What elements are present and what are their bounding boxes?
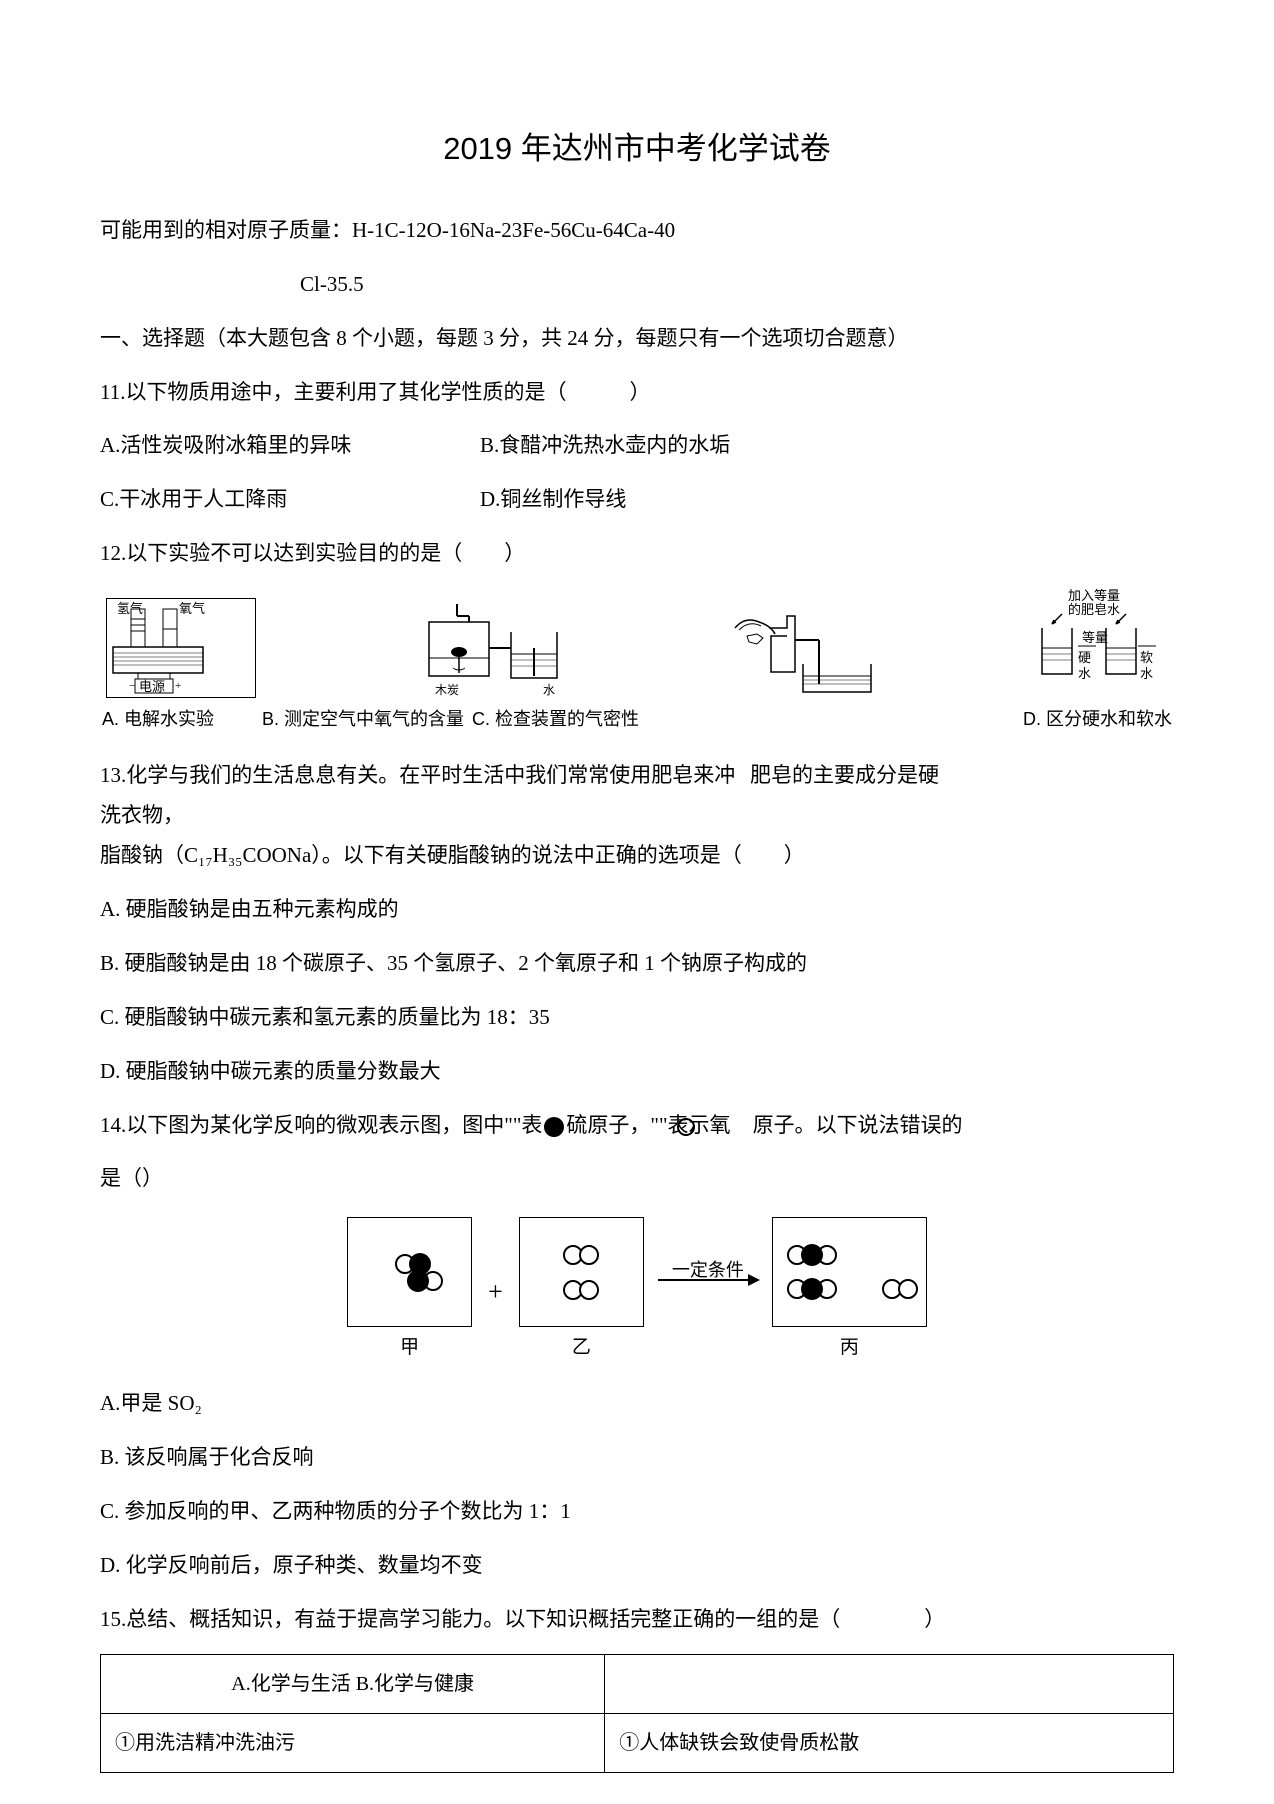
q14-option-b: B. 该反响属于化合反响 xyxy=(100,1438,1174,1478)
q12-captions: A. 电解水实验 B. 测定空气中氧气的含量 C. 检查装置的气密性 D. 区分… xyxy=(100,702,1174,736)
q13-stem-right: 肥皂的主要成分是硬 xyxy=(750,756,1174,836)
table-row: ①用洗洁精冲洗油污 ①人体缺铁会致使骨质松散 xyxy=(101,1713,1174,1772)
label-water2: 水 xyxy=(1140,666,1153,681)
label-soap-water: 的肥皂水 xyxy=(1068,602,1120,617)
section-header: 一、选择题（本大题包含 8 个小题，每题 3 分，共 24 分，每题只有一个选项… xyxy=(100,319,1174,359)
q14-reaction-diagram: 甲 + 乙 一定条件 xyxy=(100,1217,1174,1366)
sulfur-atom-icon xyxy=(544,1117,564,1137)
caption-b: B. 测定空气中氧气的含量 xyxy=(262,702,472,736)
q14-stem: 14.以下图为某化学反响的微观表示图，图中""表硫原子，""表示氧原子。以下说法… xyxy=(100,1106,1174,1146)
table-row: A.化学与生活 B.化学与健康 xyxy=(101,1654,1174,1713)
q15-table: A.化学与生活 B.化学与健康 ①用洗洁精冲洗油污 ①人体缺铁会致使骨质松散 xyxy=(100,1654,1174,1773)
caption-a: A. 电解水实验 xyxy=(102,702,262,736)
plus-sign: + xyxy=(486,1267,505,1316)
q12-stem: 12.以下实验不可以达到实验目的的是（ ） xyxy=(100,534,1174,574)
diagram-airtightness xyxy=(727,598,877,698)
label-add-soap: 加入等量 xyxy=(1068,588,1120,603)
q11-option-a: A.活性炭吸附冰箱里的异味 xyxy=(100,426,480,466)
diagram-water-hardness: 加入等量 的肥皂水 等量 硬 软 水 水 xyxy=(1038,588,1168,698)
table-cell xyxy=(605,1654,1174,1713)
q13-option-d: D. 硬脂酸钠中碳元素的质量分数最大 xyxy=(100,1052,1174,1092)
q14-text-3: 原子。以下说法错误的 xyxy=(753,1113,963,1137)
label-water1: 水 xyxy=(1078,666,1091,681)
arrow-condition-label: 一定条件 xyxy=(658,1253,758,1287)
label-oxygen: 氧气 xyxy=(179,601,205,616)
label-water: 水 xyxy=(543,683,555,697)
q13-option-c: C. 硬脂酸钠中碳元素和氢元素的质量比为 18：35 xyxy=(100,998,1174,1038)
oxygen-atom-icon xyxy=(677,1118,695,1136)
q14-option-c: C. 参加反响的甲、乙两种物质的分子个数比为 1：1 xyxy=(100,1492,1174,1532)
table-cell: A.化学与生活 B.化学与健康 xyxy=(101,1654,605,1713)
q13-option-b: B. 硬脂酸钠是由 18 个碳原子、35 个氢原子、2 个氧原子和 1 个钠原子… xyxy=(100,944,1174,984)
diagram-air-oxygen: 木炭 水 xyxy=(417,598,567,698)
q13-stem-left: 13.化学与我们的生活息息有关。在平时生活中我们常常使用肥皂来冲洗衣物， xyxy=(100,756,750,836)
q14-text-1: 14.以下图为某化学反响的微观表示图，图中""表 xyxy=(100,1113,542,1137)
q11-option-d: D.铜丝制作导线 xyxy=(480,480,1174,520)
q11-option-c: C.干冰用于人工降雨 xyxy=(100,480,480,520)
caption-d: D. 区分硬水和软水 xyxy=(662,702,1172,736)
q15-stem: 15.总结、概括知识，有益于提高学习能力。以下知识概括完整正确的一组的是（ ） xyxy=(100,1600,1174,1640)
label-jia: 甲 xyxy=(347,1330,472,1366)
svg-text:−: − xyxy=(129,680,135,692)
q11-option-b: B.食醋冲洗热水壶内的水垢 xyxy=(480,426,1174,466)
table-cell: ①用洗洁精冲洗油污 xyxy=(101,1713,605,1772)
label-yi: 乙 xyxy=(519,1330,644,1366)
svg-text:+: + xyxy=(175,680,181,692)
caption-c: C. 检查装置的气密性 xyxy=(472,702,662,736)
q13-stem2: 脂酸钠（C₁₇H₃₅COONa）。以下有关硬脂酸钠的说法中正确的选项是（ ） xyxy=(100,836,1174,876)
page-title: 2019 年达州市中考化学试卷 xyxy=(100,120,1174,179)
reactant-jia: 甲 xyxy=(347,1217,472,1366)
q11-stem: 11.以下物质用途中，主要利用了其化学性质的是（ ） xyxy=(100,373,1174,413)
atomic-mass-text: 可能用到的相对原子质量：H-1C-12O-16Na-23Fe-56Cu-64Ca… xyxy=(100,211,1174,251)
label-soft: 软 xyxy=(1140,650,1153,665)
label-power: 电源 xyxy=(139,679,165,694)
q14-option-d: D. 化学反响前后，原子种类、数量均不变 xyxy=(100,1546,1174,1586)
diagram-electrolysis: 氢气 氧气 电源 − + xyxy=(106,598,256,698)
q12-diagrams: 氢气 氧气 电源 − + xyxy=(100,588,1174,698)
cl-mass-text: Cl-35.5 xyxy=(100,265,1174,305)
q14-stem-line2: 是（） xyxy=(100,1159,1174,1199)
q14-text-2: 硫原子，""表示氧 xyxy=(566,1113,730,1137)
q14-option-a: A.甲是 SO₂ xyxy=(100,1384,1174,1424)
label-bing: 丙 xyxy=(772,1330,927,1366)
reactant-yi: 乙 xyxy=(519,1217,644,1366)
reaction-arrow: 一定条件 xyxy=(658,1279,758,1305)
product-bing: 丙 xyxy=(772,1217,927,1366)
q13-option-a: A. 硬脂酸钠是由五种元素构成的 xyxy=(100,890,1174,930)
table-cell: ①人体缺铁会致使骨质松散 xyxy=(605,1713,1174,1772)
label-equal: 等量 xyxy=(1082,630,1108,645)
label-charcoal: 木炭 xyxy=(435,683,459,697)
label-hard: 硬 xyxy=(1078,650,1091,665)
